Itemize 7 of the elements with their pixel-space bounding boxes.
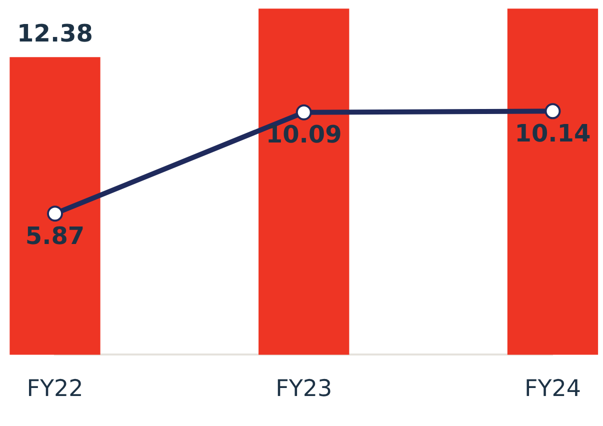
data-label: 12.38 [17, 20, 93, 48]
x-tick-label: FY24 [524, 376, 581, 402]
data-label: 10.14 [514, 119, 591, 148]
x-tick-label: FY22 [26, 376, 84, 402]
x-tick-label: FY23 [276, 376, 332, 402]
data-label: 5.87 [25, 222, 85, 250]
data-label: 10.09 [266, 120, 342, 149]
